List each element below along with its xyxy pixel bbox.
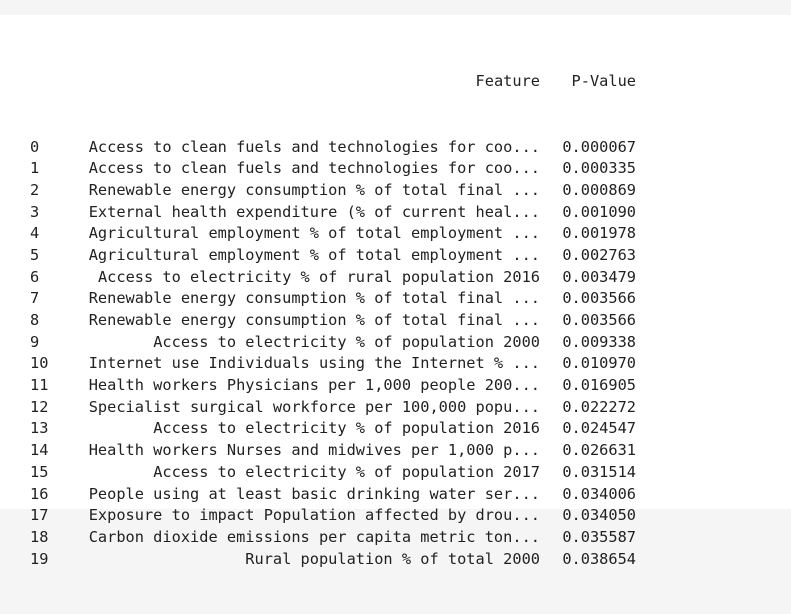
feature-cell: Access to electricity % of population 20…: [153, 462, 540, 481]
pvalue-cell: 0.000335: [562, 159, 636, 178]
row-index: 19: [30, 549, 49, 568]
table-row: 11 Health workers Physicians per 1,000 pe…: [0, 375, 636, 397]
row-index: 12: [30, 397, 49, 416]
row-index: 15: [30, 462, 49, 481]
pvalue-cell: 0.000869: [562, 180, 636, 199]
feature-cell: External health expenditure (% of curren…: [88, 202, 540, 221]
table-row: 0 Access to clean fuels and technologies …: [0, 137, 636, 159]
row-index: 17: [30, 506, 49, 525]
table-row: 13 Access to electricity % of population …: [0, 418, 636, 440]
feature-cell: Access to clean fuels and technologies f…: [88, 159, 540, 178]
feature-cell: Access to clean fuels and technologies f…: [88, 137, 540, 156]
feature-cell: Agricultural employment % of total emplo…: [88, 224, 540, 243]
row-index: 7: [30, 289, 40, 308]
table-row: 12 Specialist surgical workforce per 100,…: [0, 397, 636, 419]
pvalue-cell: 0.003566: [562, 289, 636, 308]
pvalue-cell: 0.000067: [562, 137, 636, 156]
table-row: 15 Access to electricity % of population …: [0, 462, 636, 484]
feature-cell: Rural population % of total 2000: [245, 549, 540, 568]
table-row: 9 Access to electricity % of population 2…: [0, 332, 636, 354]
pvalue-cell: 0.022272: [562, 397, 636, 416]
table-row: 10 Internet use Individuals using the Int…: [0, 353, 636, 375]
pvalue-cell: 0.003479: [562, 267, 636, 286]
row-index: 10: [30, 354, 49, 373]
feature-cell: Access to electricity % of population 20…: [153, 332, 540, 351]
pvalue-cell: 0.026631: [562, 441, 636, 460]
cell-output-area: Feature P-Value 0 Access to clean fuels a…: [0, 15, 791, 568]
row-index: 16: [30, 484, 49, 503]
pvalue-cell: 0.034006: [562, 484, 636, 503]
row-index: 0: [30, 137, 40, 156]
feature-cell: Access to electricity % of rural populat…: [97, 267, 540, 286]
pvalue-cell: 0.001090: [562, 202, 636, 221]
table-row: 18 Carbon dioxide emissions per capita me…: [0, 527, 636, 549]
column-header-pvalue: P-Value: [571, 72, 636, 91]
feature-cell: Renewable energy consumption % of total …: [88, 180, 540, 199]
row-index: 5: [30, 245, 40, 264]
pvalue-cell: 0.009338: [562, 332, 636, 351]
row-index: 9: [30, 332, 40, 351]
pvalue-cell: 0.024547: [562, 419, 636, 438]
table-row: 19 Rural population % of total 2000 0.0386…: [0, 549, 636, 571]
row-index: 4: [30, 224, 40, 243]
feature-cell: Renewable energy consumption % of total …: [88, 311, 540, 329]
table-row: 6 Access to electricity % of rural popula…: [0, 267, 636, 289]
pvalue-cell: 0.001978: [562, 224, 636, 243]
feature-cell: Internet use Individuals using the Inter…: [88, 354, 540, 373]
pvalue-cell: 0.010970: [562, 354, 636, 373]
feature-cell: Specialist surgical workforce per 100,00…: [88, 397, 540, 416]
feature-cell: Health workers Physicians per 1,000 peop…: [88, 376, 540, 395]
table-row: 2 Renewable energy consumption % of total…: [0, 180, 636, 202]
table-row: 17 Exposure to impact Population affected…: [0, 505, 636, 527]
row-index: 2: [30, 180, 40, 199]
pvalue-cell: 0.034050: [562, 506, 636, 525]
table-row: 3 External health expenditure (% of curre…: [0, 202, 636, 224]
feature-cell: Agricultural employment % of total emplo…: [88, 245, 540, 264]
feature-cell: Access to electricity % of population 20…: [153, 419, 540, 438]
row-index: 13: [30, 419, 49, 438]
row-index: 8: [30, 311, 40, 329]
row-index: 11: [30, 376, 49, 395]
table-row: 5 Agricultural employment % of total empl…: [0, 245, 636, 267]
row-index: 18: [30, 527, 49, 546]
feature-cell: Renewable energy consumption % of total …: [88, 289, 540, 308]
table-header-row: Feature P-Value: [0, 71, 636, 93]
pvalue-cell: 0.002763: [562, 245, 636, 264]
row-index: 3: [30, 202, 40, 221]
pvalue-cell: 0.035587: [562, 527, 636, 546]
column-header-feature: Feature: [475, 72, 540, 91]
feature-cell: Carbon dioxide emissions per capita metr…: [88, 527, 540, 546]
pvalue-cell: 0.031514: [562, 462, 636, 481]
row-index: 14: [30, 441, 49, 460]
table-row: 1 Access to clean fuels and technologies …: [0, 158, 636, 180]
table-row: 8 Renewable energy consumption % of total…: [0, 310, 636, 332]
feature-cell: Health workers Nurses and midwives per 1…: [88, 441, 540, 460]
row-index: 6: [30, 267, 40, 286]
feature-cell: Exposure to impact Population affected b…: [88, 506, 540, 525]
pvalue-cell: 0.003566: [562, 311, 636, 329]
table-row: 7 Renewable energy consumption % of total…: [0, 288, 636, 310]
pvalue-cell: 0.016905: [562, 376, 636, 395]
row-index: 1: [30, 159, 40, 178]
table-body: 0 Access to clean fuels and technologies …: [0, 137, 636, 571]
table-row: 16 People using at least basic drinking w…: [0, 484, 636, 506]
pvalue-cell: 0.038654: [562, 549, 636, 568]
feature-cell: People using at least basic drinking wat…: [88, 484, 540, 503]
table-row: 4 Agricultural employment % of total empl…: [0, 223, 636, 245]
table-row: 14 Health workers Nurses and midwives per…: [0, 440, 636, 462]
dataframe-output: Feature P-Value 0 Access to clean fuels a…: [0, 28, 636, 614]
